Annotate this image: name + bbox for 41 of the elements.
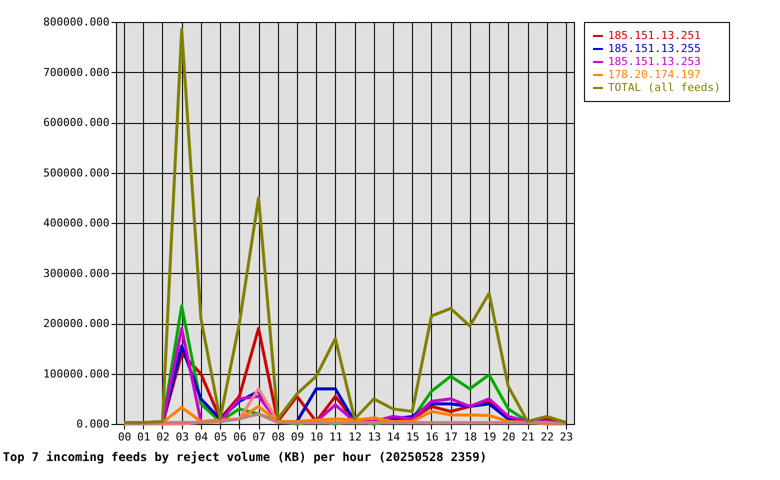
x-tick-label: 10	[310, 430, 324, 444]
x-tick-label: 04	[194, 430, 208, 444]
x-tick-label: 14	[386, 430, 401, 444]
legend-label: 178.20.174.197	[608, 68, 701, 81]
y-tick-label: 700000.000	[43, 66, 110, 79]
x-tick-label: 03	[176, 430, 189, 444]
y-tick-label: 100000.000	[43, 367, 110, 380]
x-tick-label: 12	[348, 430, 362, 444]
x-tick-label: 21	[521, 430, 535, 444]
x-tick-label: 16	[425, 430, 439, 444]
x-tick-label: 01	[137, 430, 150, 444]
y-tick-label: 300000.000	[43, 266, 110, 280]
y-tick-label: 200000.000	[43, 317, 110, 330]
line-series	[122, 412, 568, 426]
x-tick-label: 19	[482, 430, 496, 444]
x-tick-label: 05	[214, 430, 228, 444]
legend-label: 185.151.13.251	[608, 29, 701, 42]
x-tick-label: 00	[118, 430, 132, 444]
x-tick-label: 13	[368, 430, 381, 444]
x-tick-label: 18	[464, 430, 477, 444]
y-tick-label: 500000.000	[43, 166, 110, 180]
line-series	[122, 28, 568, 424]
x-tick-label: 02	[156, 430, 170, 444]
legend-label: 185.151.13.255	[608, 42, 701, 55]
x-tick-label: 11	[329, 430, 343, 444]
y-tick-label: 400000.000	[43, 216, 110, 230]
x-tick-label: 22	[540, 430, 554, 444]
x-tick-label: 07	[252, 430, 266, 444]
x-tick-label: 06	[233, 430, 246, 444]
legend-label: 185.151.13.253	[608, 55, 701, 68]
x-tick-label: 08	[272, 430, 285, 444]
x-tick-label: 20	[502, 430, 516, 444]
x-tick-label: 15	[406, 430, 420, 444]
y-tick-label: 600000.000	[43, 116, 110, 129]
y-tick-label: 800000.000	[43, 16, 110, 28]
x-tick-label: 23	[560, 430, 574, 444]
text: Top 7 incoming feeds by reject volume (KB) per hour (20250528 2359)	[2, 450, 487, 464]
legend-label: TOTAL (all feeds)	[608, 81, 721, 94]
x-tick-label: 17	[444, 430, 458, 444]
y-tick-label: 0.000	[76, 418, 110, 430]
x-tick-label: 09	[290, 430, 304, 444]
